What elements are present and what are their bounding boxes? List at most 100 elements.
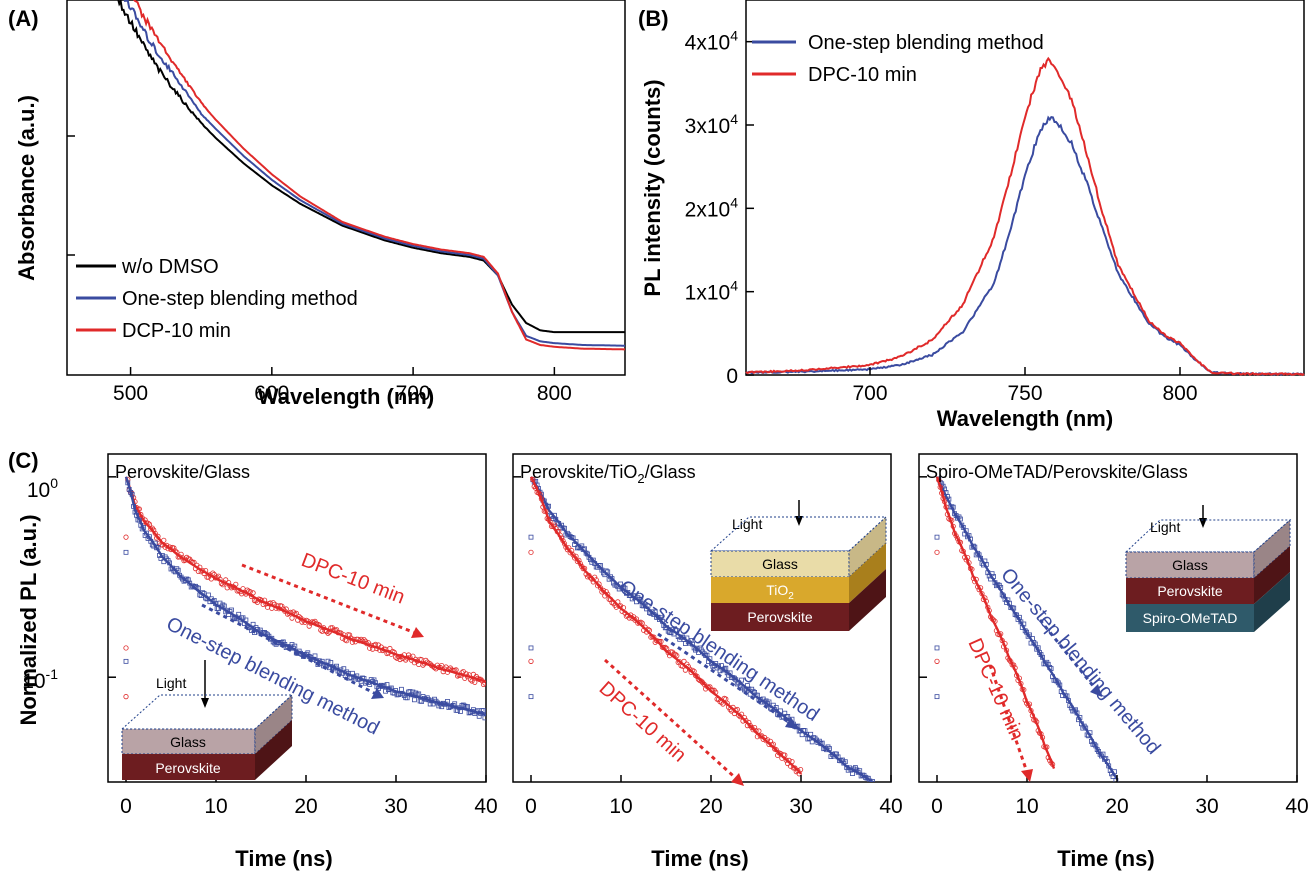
- data-point: [292, 643, 298, 649]
- panel-c1-x-axis-title: Time (ns): [235, 846, 332, 871]
- arrow-onestep-c2: [657, 632, 794, 727]
- inset-c3: Light Glass Perovskite Spiro-OMeTAD: [1124, 505, 1292, 632]
- data-point: [795, 767, 801, 774]
- inset-c3-light-arrowhead: [1199, 518, 1207, 528]
- data-point: [398, 686, 404, 692]
- inset-c3-layer-perovskite: [1126, 578, 1254, 604]
- fit-line-dpc-10-min: [124, 476, 486, 683]
- data-point: [123, 658, 129, 664]
- inset-c2-side-perovskite: [849, 569, 886, 631]
- data-point: [934, 645, 940, 651]
- arrowhead-onestep-c3: [1090, 684, 1102, 697]
- data-point: [481, 708, 486, 714]
- inset-c2: Light Glass TiO2 Perovskite: [709, 500, 888, 631]
- label-dpc-c3: DPC-10 min: [963, 635, 1027, 743]
- data-point: [123, 534, 129, 540]
- panel-a-frame: [66, 0, 626, 376]
- data-point: [383, 688, 389, 694]
- y-tick-label: 3x104: [685, 111, 739, 138]
- y-tick-label: 2x104: [685, 194, 739, 221]
- data-point: [842, 759, 848, 765]
- legend-label-one-step: One-step blending method: [122, 288, 358, 310]
- panel-c1-frame: [107, 453, 487, 783]
- data-point: [250, 590, 256, 596]
- data-point: [312, 653, 318, 659]
- panel-c2-plot-area: [528, 476, 875, 782]
- panel-label-c: (C): [8, 448, 39, 473]
- data-point: [528, 534, 534, 540]
- inset-c3-spiro-label: Spiro-OMeTAD: [1143, 610, 1238, 626]
- data-point: [123, 694, 129, 700]
- panel-c1-x-ticks: 0 10 20 30 40: [108, 476, 498, 818]
- data-point: [756, 728, 762, 734]
- x-tick-label: 700: [396, 382, 431, 405]
- data-point: [805, 736, 811, 742]
- data-point: [279, 603, 285, 609]
- data-point: [482, 715, 486, 721]
- panel-c3-chart: 0 10 20 30 40 Spiro-OMeTAD/Perovskite/Glass …: [918, 453, 1309, 871]
- data-point: [739, 677, 744, 683]
- panel-a-plot-area: [117, 0, 625, 351]
- data-point: [698, 678, 704, 684]
- x-tick-label: 20: [1105, 795, 1128, 818]
- inset-c2-light-arrowhead: [795, 516, 803, 526]
- x-tick-label: 0: [120, 795, 132, 818]
- data-point: [694, 673, 700, 680]
- panel-b-legend: One-step blending method DPC-10 min: [752, 32, 1044, 86]
- x-tick-label: 10: [204, 795, 227, 818]
- legend-label-wo-dmso: w/o DMSO: [121, 256, 219, 278]
- panel-a-legend: w/o DMSO One-step blending method DCP-10…: [76, 256, 358, 342]
- panel-c3-frame: [918, 453, 1298, 783]
- fit-line-dpc-10-min: [529, 476, 802, 775]
- y-tick-label-10-0: 100: [27, 475, 58, 502]
- inset-c3-glass-label: Glass: [1172, 557, 1208, 573]
- x-tick-label: 40: [879, 795, 902, 818]
- panel-c2-x-axis-title: Time (ns): [651, 846, 748, 871]
- data-point: [325, 630, 331, 636]
- data-point: [672, 651, 679, 657]
- data-point: [371, 677, 377, 683]
- panel-a-x-axis-title: Wavelength (nm): [258, 384, 434, 409]
- panel-c2-x-ticks: 0 10 20 30 40: [513, 476, 903, 818]
- data-point: [700, 679, 706, 686]
- panel-a-chart: 500 600 700 800 Wavelength (nm) Absorbance …: [14, 0, 626, 409]
- series-line-one-step-blending-method: [123, 0, 625, 347]
- inset-c3-side-spiro: [1254, 572, 1290, 632]
- panel-c1-plot-area: [123, 476, 486, 721]
- fit-line-one-step-blending-method: [935, 476, 1119, 780]
- x-tick-label: 30: [1195, 795, 1218, 818]
- data-point: [220, 602, 226, 608]
- label-dpc-c2: DPC-10 min: [595, 677, 691, 766]
- panel-b-y-ticks: 0 1x104 2x104 3x104 4x104: [685, 28, 754, 388]
- arrow-onestep-c1: [201, 603, 379, 697]
- x-tick-label: 40: [1285, 795, 1308, 818]
- data-point: [609, 576, 615, 581]
- series-line-dcp-10-min: [133, 0, 625, 351]
- inset-c1-side-glass: [254, 693, 293, 756]
- data-point: [480, 681, 486, 687]
- inset-c1-glass-label: Glass: [170, 734, 206, 750]
- data-point: [453, 707, 459, 713]
- panel-a-x-ticks: 500 600 700 800: [113, 367, 572, 405]
- data-point: [528, 658, 534, 664]
- panel-b-frame: [745, 0, 1305, 376]
- x-tick-label: 20: [294, 795, 317, 818]
- data-point: [344, 638, 350, 644]
- x-tick-label: 0: [525, 795, 537, 818]
- data-point: [853, 765, 858, 770]
- inset-c3-layer-spiro: [1126, 604, 1254, 632]
- data-point: [205, 592, 211, 598]
- panel-c1-chart: 0 10 20 30 40 Perovskite/Glass Time (ns) DPC…: [107, 453, 498, 871]
- series-line-dpc-10-min: [745, 56, 1305, 377]
- x-tick-label: 20: [699, 795, 722, 818]
- data-point: [476, 713, 482, 719]
- panel-b-chart: 700 750 800 0 1x104 2x104 3x104 4x104 Waveleng…: [640, 0, 1305, 431]
- data-point: [384, 682, 390, 687]
- data-point: [427, 701, 433, 707]
- panel-b-x-ticks: 700 750 800: [852, 367, 1198, 405]
- inset-c3-perovskite-label: Perovskite: [1157, 583, 1223, 599]
- data-point: [850, 771, 855, 776]
- data-point: [773, 747, 779, 753]
- legend-label-dpc-b: DPC-10 min: [808, 64, 917, 86]
- inset-c2-layer-glass: [710, 550, 850, 578]
